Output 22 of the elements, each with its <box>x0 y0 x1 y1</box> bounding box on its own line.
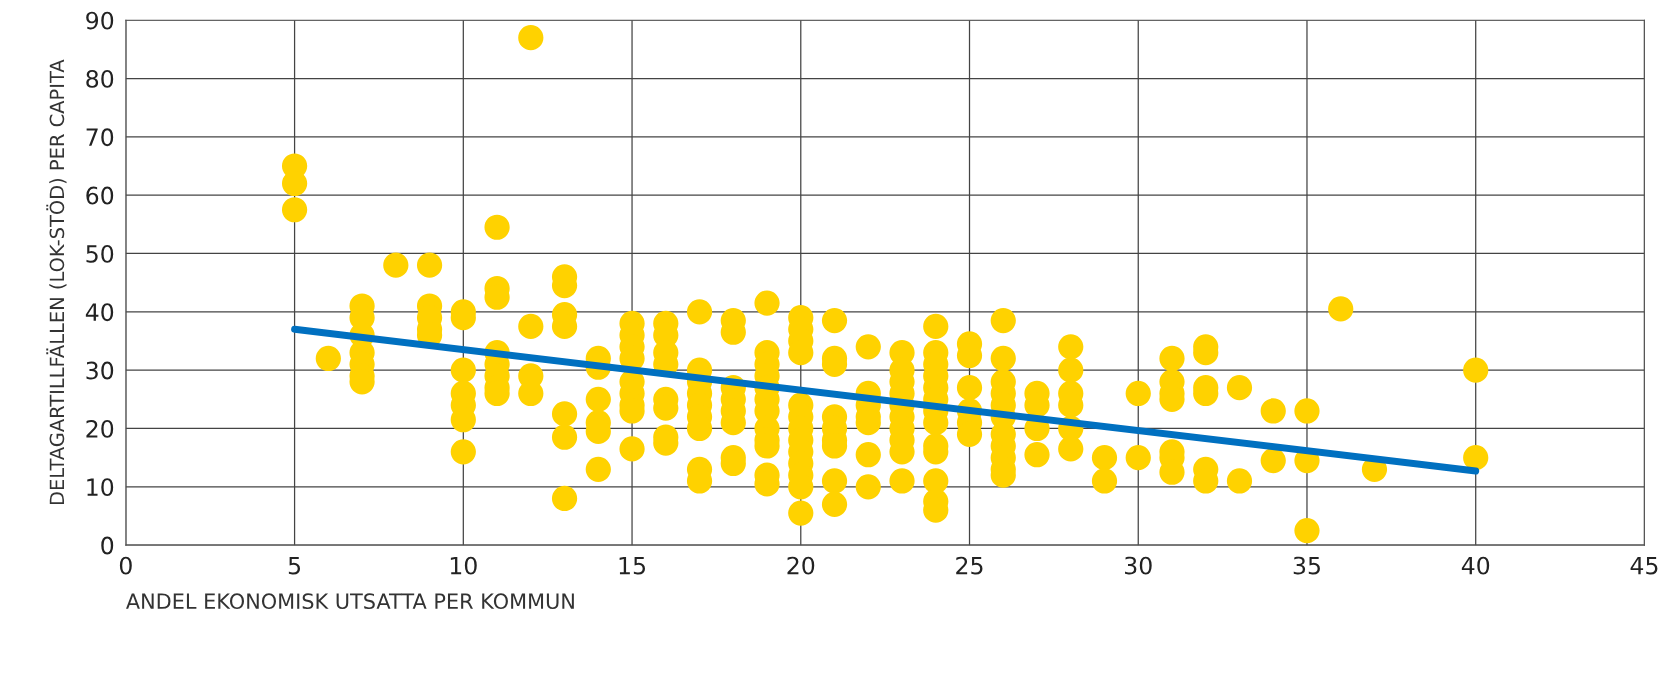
y-tick-label: 20 <box>86 419 114 438</box>
x-axis-title: ANDEL EKONOMISK UTSATTA PER KOMMUN <box>126 593 574 610</box>
x-tick-label: 45 <box>1630 556 1658 575</box>
y-tick-label: 40 <box>85 303 114 322</box>
x-tick-label: 5 <box>288 556 301 575</box>
x-tick-label: 30 <box>1125 556 1152 575</box>
y-tick-label: 30 <box>86 361 114 380</box>
x-tick-label: 25 <box>956 556 983 575</box>
y-axis-title: DELTAGARTILLFÄLLEN (LOK-STÖD) PER CAPITA <box>46 59 67 505</box>
y-tick-label: 60 <box>86 186 114 205</box>
y-tick-label: 50 <box>86 244 114 263</box>
x-tick-label: 0 <box>119 556 132 575</box>
y-tick-label: 0 <box>101 536 114 555</box>
x-tick-label: 35 <box>1293 556 1320 575</box>
x-tick-label: 20 <box>787 556 815 575</box>
x-tick-label: 10 <box>450 556 477 575</box>
y-tick-label: 10 <box>87 478 114 497</box>
x-tick-label: 15 <box>619 556 646 575</box>
x-tick-label: 40 <box>1461 556 1490 575</box>
y-tick-label: 80 <box>86 69 114 88</box>
y-tick-label: 70 <box>86 128 114 147</box>
y-tick-label: 90 <box>86 11 114 30</box>
